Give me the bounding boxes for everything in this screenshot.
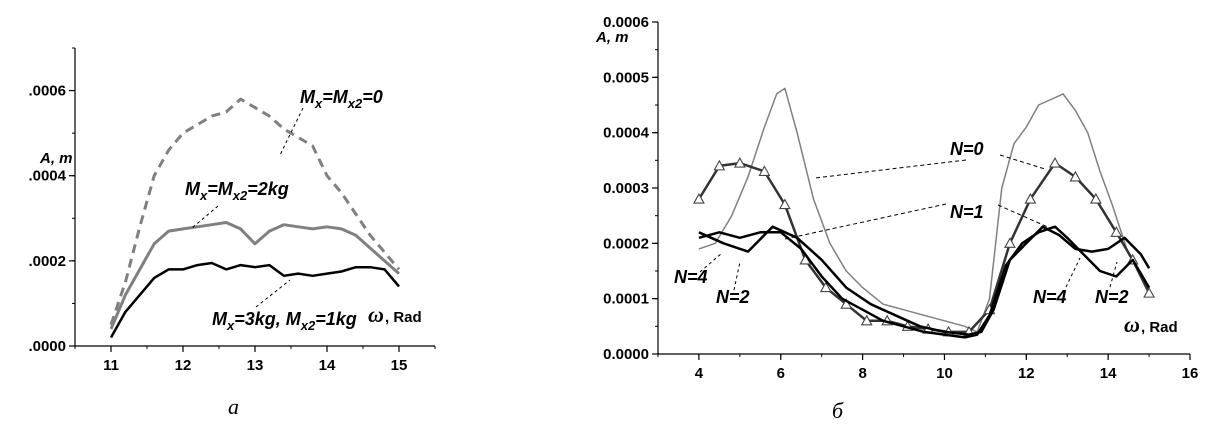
y-tick-label: .0002 (28, 253, 66, 270)
label-n1: N=1 (950, 202, 984, 222)
label-mx-mx2-2kg: Mx=Mx2=2kg (185, 179, 289, 203)
triangle-marker (819, 281, 832, 293)
triangle-marker (1089, 192, 1102, 204)
triangle-marker (758, 165, 771, 176)
y-tick-label: 0.0004 (603, 125, 650, 142)
panel-a-xlabel: ω , Rad (368, 302, 422, 327)
x-tick-label: 14 (319, 357, 336, 374)
label-n2-left: N=2 (716, 287, 750, 307)
leader-line (784, 203, 947, 240)
series-line-2 (109, 261, 400, 339)
x-tick-label: 12 (175, 357, 192, 374)
y-tick-label: 0.0002 (603, 235, 649, 252)
series-line-3 (698, 225, 1151, 339)
triangle-marker (713, 159, 726, 171)
triangle-marker (840, 298, 853, 309)
panel-b-axes: 4 6 8 10 12 14 16 0.0000 0.0001 0.0002 0.0003 0.000… (603, 14, 1198, 382)
x-tick-label: 12 (1018, 365, 1035, 382)
leader-line (699, 252, 723, 273)
panel-b-series (692, 87, 1156, 339)
series-line-1 (109, 221, 400, 330)
triangle-marker (1069, 170, 1082, 182)
label-n4-left: N=4 (674, 267, 708, 287)
panel-a: 11 12 13 14 15 .0000 .0002 .0004 .0006 A, m ω , … (28, 47, 436, 419)
triangle-marker (860, 314, 873, 326)
panel-a-series (109, 97, 401, 339)
leader-line (1109, 261, 1118, 288)
x-tick-label: 6 (777, 365, 785, 382)
leader-line (733, 261, 741, 291)
series-line-2 (698, 225, 1151, 336)
leader-line (279, 107, 304, 156)
triangle-marker (778, 198, 791, 210)
triangle-marker (1049, 156, 1061, 168)
y-tick-label: 0.0001 (603, 291, 649, 308)
triangle-marker (1110, 226, 1123, 237)
y-tick-label: 0.0005 (603, 69, 649, 86)
x-tick-label: 8 (858, 365, 866, 382)
series-line-1 (697, 161, 1151, 334)
triangle-marker (692, 192, 705, 204)
y-tick-label: .0004 (28, 168, 66, 185)
omega-glyph: ω (1124, 312, 1140, 337)
leader-line (1065, 257, 1081, 288)
leader-line (997, 204, 1051, 229)
panel-a-caption: а (228, 394, 239, 419)
x-tick-label: 10 (936, 365, 953, 382)
omega-glyph: ω (368, 302, 384, 327)
series-line-0 (698, 87, 1150, 333)
panel-b-ylabel: A, m (595, 29, 629, 46)
x-tick-label: 13 (247, 357, 264, 374)
y-tick-label: 0.0000 (603, 346, 649, 363)
panel-b: 4 6 8 10 12 14 16 0.0000 0.0001 0.0002 0.0003 0.000… (595, 14, 1198, 423)
y-tick-label: .0006 (28, 83, 66, 100)
panel-a-ylabel: A, m (39, 150, 73, 167)
panel-a-axes: 11 12 13 14 15 .0000 .0002 .0004 .0006 (28, 47, 436, 374)
label-n0: N=0 (950, 139, 984, 159)
x-tick-label: 15 (391, 357, 408, 374)
y-tick-label: 0.0006 (603, 14, 649, 31)
panel-a-xlabel-unit: , Rad (385, 309, 422, 326)
leader-line (999, 154, 1046, 170)
x-tick-label: 16 (1182, 365, 1199, 382)
panel-b-caption: б (832, 398, 844, 423)
panel-b-xlabel: ω , Rad (1124, 312, 1178, 337)
triangle-marker (1004, 237, 1016, 248)
label-mx-3kg-mx2-1kg: Mx=3kg, Mx2=1kg (212, 309, 357, 333)
x-tick-label: 11 (103, 357, 119, 374)
series-line-0 (109, 97, 401, 326)
x-tick-label: 4 (695, 365, 704, 382)
triangle-marker (733, 156, 746, 168)
y-tick-label: 0.0003 (603, 180, 649, 197)
leader-line (255, 279, 291, 308)
y-tick-label: .0000 (28, 338, 66, 355)
label-n2-right: N=2 (1095, 287, 1129, 307)
label-n4-right: N=4 (1033, 287, 1067, 307)
panel-b-xlabel-unit: , Rad (1141, 319, 1178, 336)
leader-line (814, 159, 967, 179)
x-tick-label: 14 (1100, 365, 1117, 382)
label-mx-mx2-0: Mx=Mx2=0 (300, 87, 383, 111)
triangle-marker (1143, 287, 1156, 298)
triangle-marker (1024, 192, 1037, 204)
